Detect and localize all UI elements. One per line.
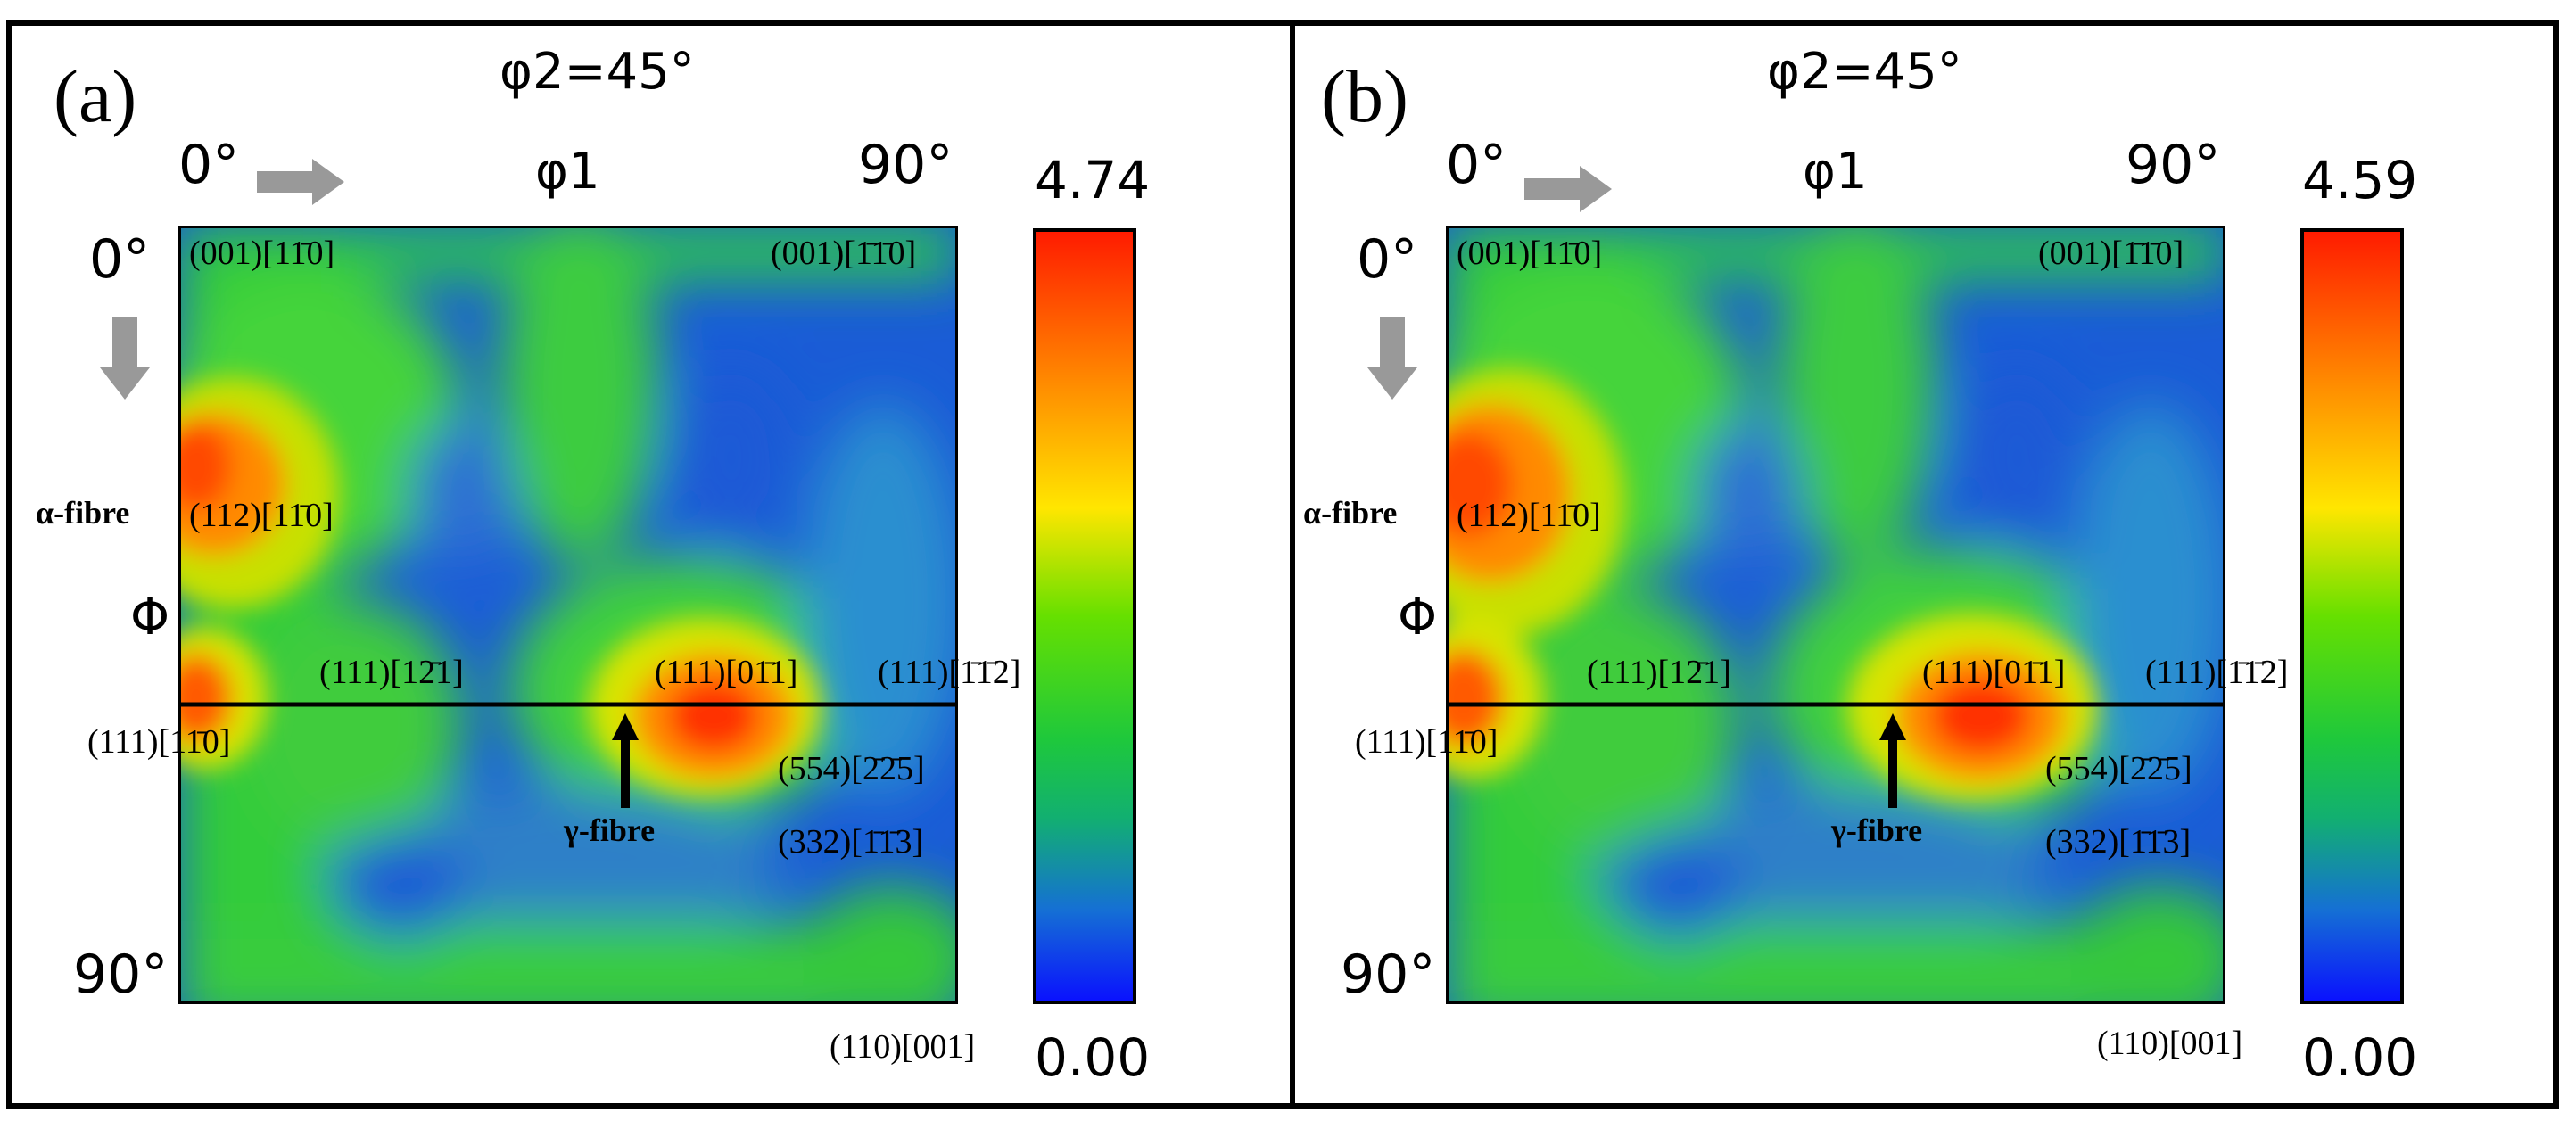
label-554: (554)[2̄2̄5] <box>2045 750 2192 787</box>
colorbar-max: 4.74 <box>1035 150 1151 210</box>
label-332: (332)[1̄1̄3] <box>778 823 924 861</box>
x-axis-start: 0° <box>178 134 240 196</box>
colorbar <box>2300 228 2404 1004</box>
panel-label: (b) <box>1321 55 1408 138</box>
x-axis-name: φ1 <box>535 143 600 201</box>
label-gamma-110: (111)[11̄0] <box>87 723 231 761</box>
colorbar-min: 0.00 <box>2302 1027 2418 1088</box>
y-axis-start: 0° <box>1357 228 1418 291</box>
label-alpha-orientation: (112)[11̄0] <box>189 497 334 534</box>
label-gamma-112: (111)[1̄1̄2] <box>878 654 1021 691</box>
label-gamma-fibre: γ-fibre <box>564 812 656 848</box>
label-gamma-011: (111)[01̄1] <box>1922 654 2066 691</box>
odf-map <box>178 226 958 1004</box>
y-axis-end: 90° <box>73 944 169 1006</box>
label-alpha-fibre: α-fibre <box>1303 495 1398 531</box>
x-axis-name: φ1 <box>1803 143 1868 201</box>
label-goss: (110)[001] <box>830 1028 976 1066</box>
x-axis-end: 90° <box>858 134 954 196</box>
figure-frame <box>6 20 2559 1109</box>
label-332: (332)[1̄1̄3] <box>2045 823 2192 861</box>
label-goss: (110)[001] <box>2097 1025 2243 1062</box>
colorbar <box>1033 228 1136 1004</box>
x-axis-start: 0° <box>1446 134 1507 196</box>
label-alpha-orientation: (112)[11̄0] <box>1457 497 1601 534</box>
down-arrow-icon <box>1367 317 1417 400</box>
section-title: φ2=45° <box>500 43 695 101</box>
y-axis-start: 0° <box>89 228 151 291</box>
up-arrow-icon <box>612 713 639 808</box>
label-gamma-121: (111)[12̄1] <box>319 654 464 691</box>
section-title: φ2=45° <box>1767 43 1962 101</box>
label-cube-rot-right: (001)[1̄1̄0] <box>2038 235 2184 272</box>
x-axis-end: 90° <box>2126 134 2221 196</box>
panel-label: (a) <box>54 55 137 138</box>
y-axis-end: 90° <box>1341 944 1436 1006</box>
label-gamma-fibre: γ-fibre <box>1831 812 1923 848</box>
odf-panel-b: (b) φ2=45° 0° φ1 90° 0° Φ 90° <box>1267 0 2555 1129</box>
y-axis-name: Φ <box>130 589 170 647</box>
label-gamma-011: (111)[01̄1] <box>655 654 798 691</box>
right-arrow-icon <box>257 159 344 205</box>
label-cube-rot-left: (001)[11̄0] <box>1457 235 1603 272</box>
label-gamma-112: (111)[1̄1̄2] <box>2145 654 2289 691</box>
y-axis-name: Φ <box>1398 589 1438 647</box>
label-cube-rot-right: (001)[1̄1̄0] <box>771 235 917 272</box>
label-alpha-fibre: α-fibre <box>36 495 130 531</box>
up-arrow-icon <box>1879 713 1906 808</box>
label-554: (554)[2̄2̄5] <box>778 750 925 787</box>
label-gamma-110: (111)[11̄0] <box>1355 723 1499 761</box>
odf-panel-a: (a) φ2=45° 0° φ1 90° 0° Φ 90° <box>36 43 1151 1088</box>
colorbar-max: 4.59 <box>2302 150 2418 210</box>
panel-divider <box>1290 20 1295 1109</box>
colorbar-min: 0.00 <box>1035 1027 1151 1088</box>
odf-map <box>1446 226 2225 1004</box>
down-arrow-icon <box>100 317 150 400</box>
label-gamma-121: (111)[12̄1] <box>1587 654 1731 691</box>
label-cube-rot-left: (001)[11̄0] <box>189 235 335 272</box>
right-arrow-icon <box>1524 166 1612 212</box>
